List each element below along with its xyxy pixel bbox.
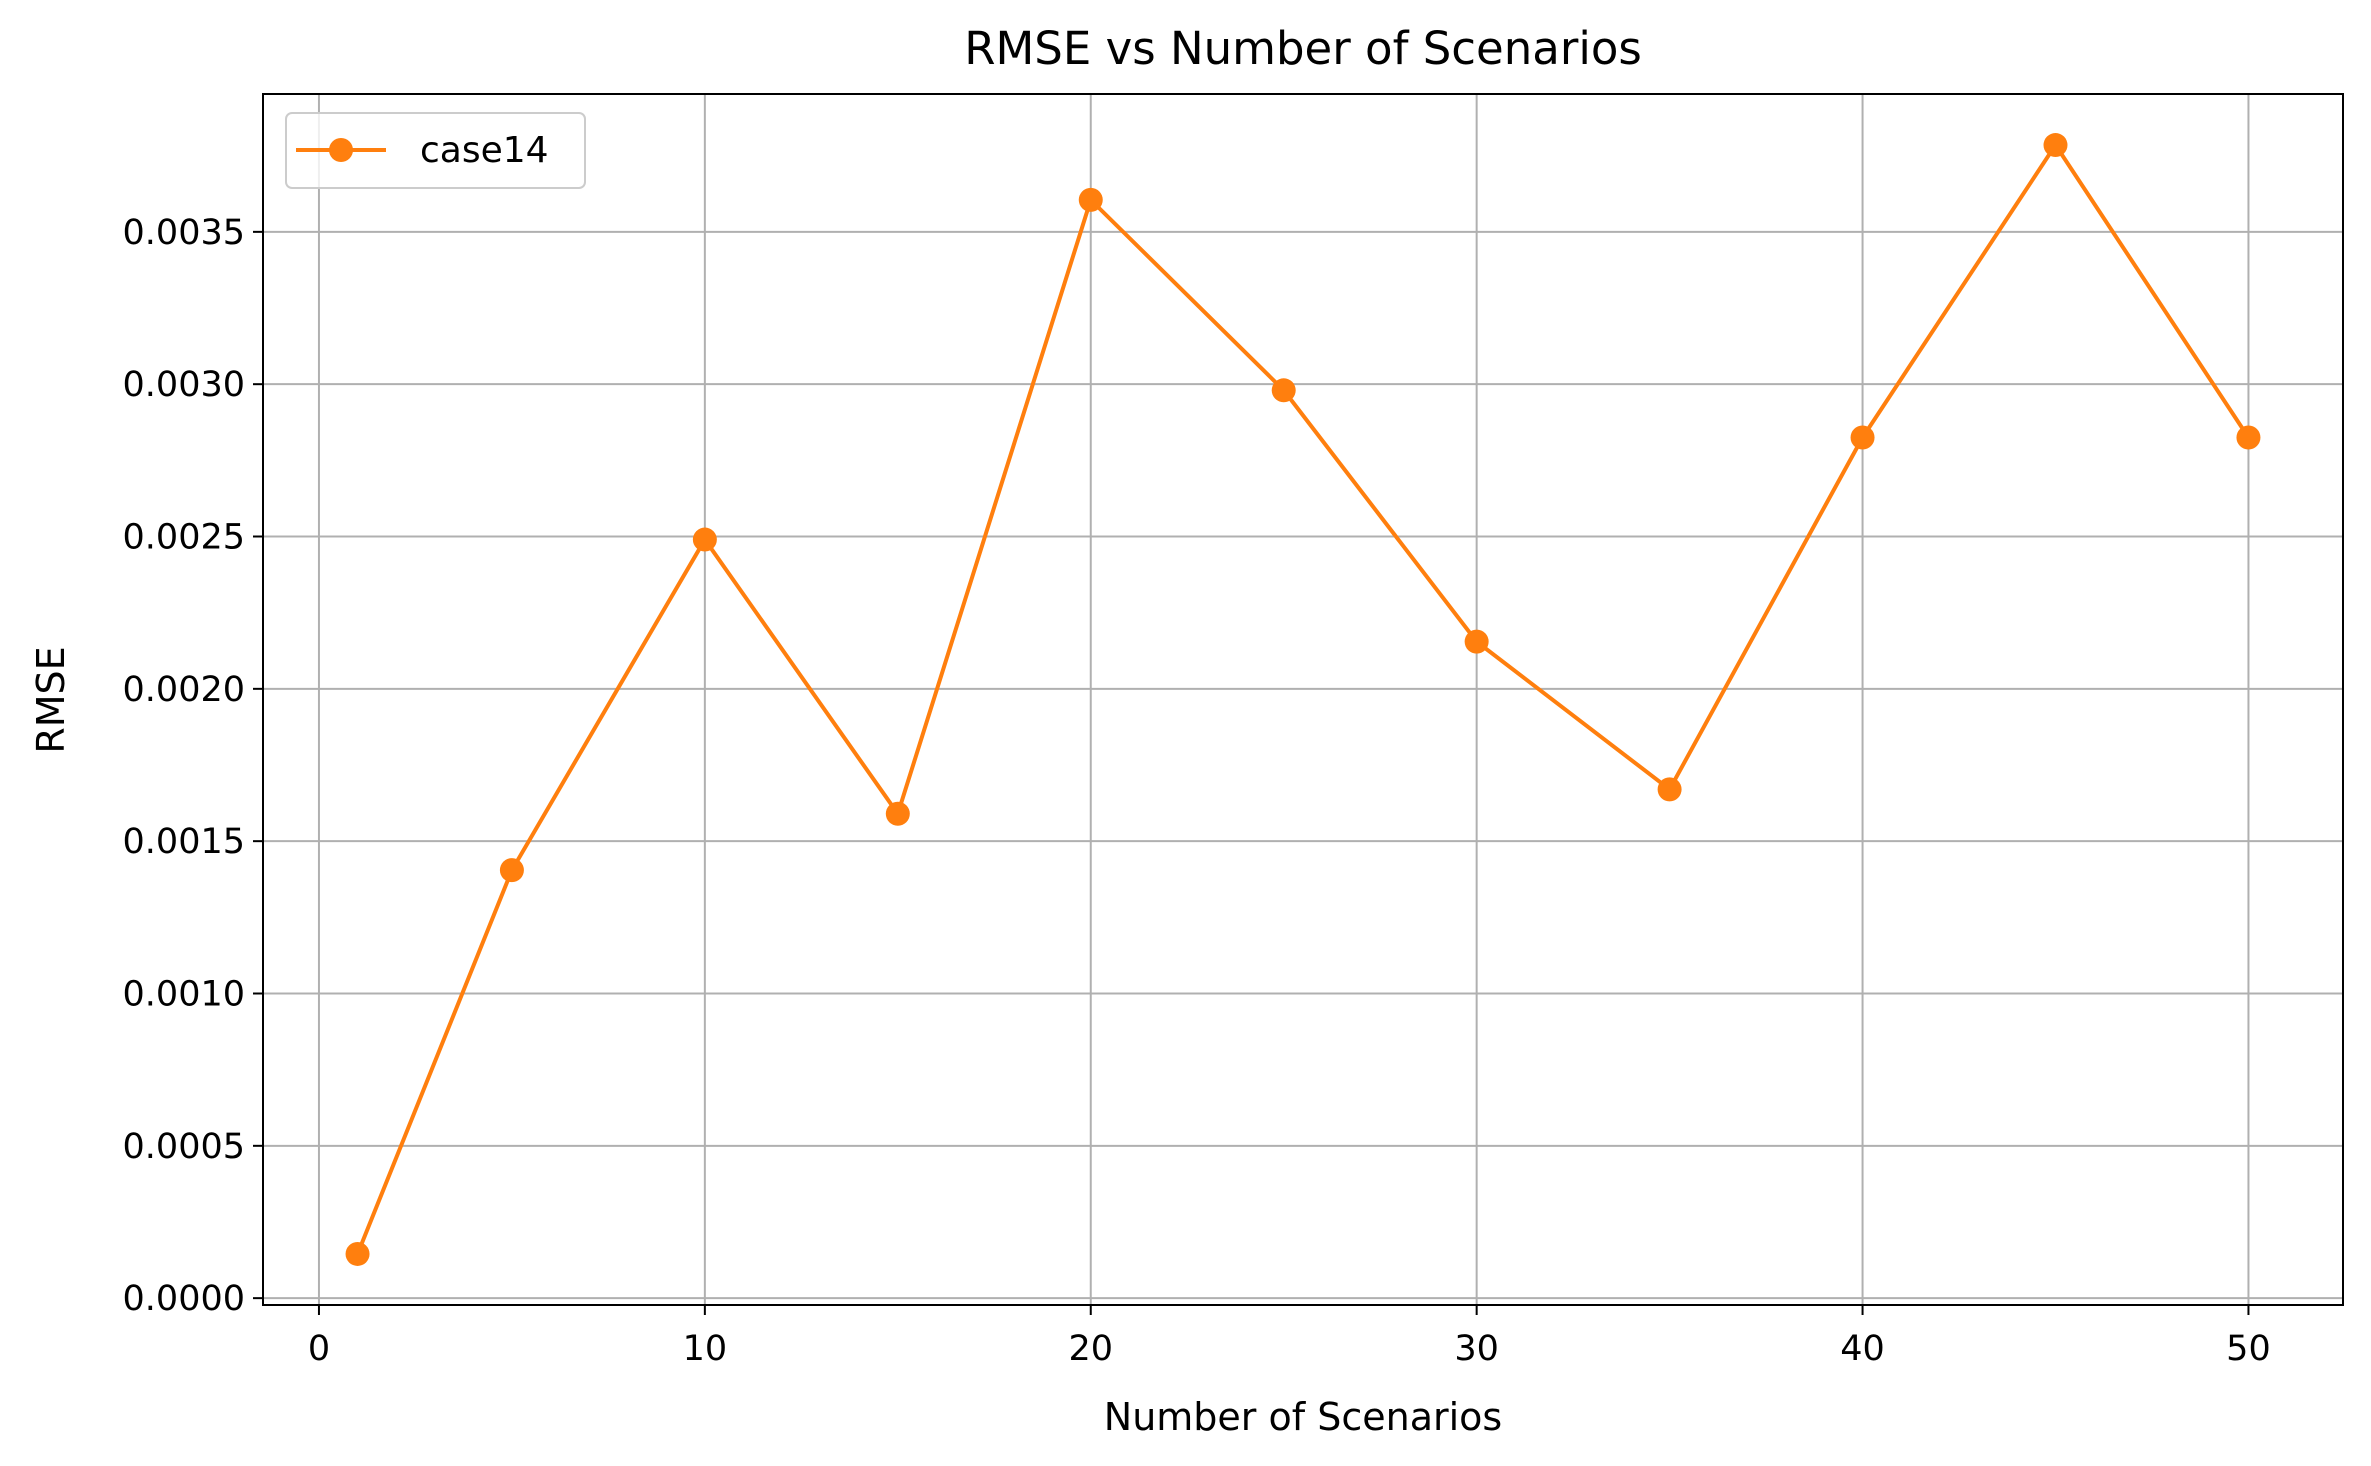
x-tick-label: 30 xyxy=(1454,1329,1499,1369)
data-point xyxy=(499,858,524,883)
y-tick-label: 0.0015 xyxy=(123,822,245,862)
data-point xyxy=(345,1241,370,1266)
y-tick-label: 0.0000 xyxy=(123,1279,245,1319)
data-point xyxy=(1464,629,1489,654)
series-layer xyxy=(345,133,2261,1266)
y-axis-ticks: 0.0000 0.0005 0.0010 0.0015 0.0020 0.0025 0.00… xyxy=(123,213,263,1319)
grid-layer xyxy=(263,94,2343,1305)
x-tick-label: 10 xyxy=(683,1329,728,1369)
y-axis-label: RMSE xyxy=(29,646,73,753)
y-tick-label: 0.0035 xyxy=(123,213,245,253)
x-axis-ticks: 0 10 20 30 40 50 xyxy=(308,1305,2271,1369)
y-tick-label: 0.0025 xyxy=(123,518,245,558)
x-tick-label: 40 xyxy=(1840,1329,1885,1369)
data-point xyxy=(2043,133,2068,158)
x-axis-label: Number of Scenarios xyxy=(1104,1395,1502,1439)
x-tick-label: 50 xyxy=(2226,1329,2271,1369)
plot-area-frame xyxy=(262,93,2344,1306)
chart-title: RMSE vs Number of Scenarios xyxy=(964,22,1642,75)
y-tick-label: 0.0010 xyxy=(123,974,245,1014)
legend-frame xyxy=(285,112,586,189)
data-point xyxy=(692,527,717,552)
data-point xyxy=(1078,187,1103,212)
data-point xyxy=(1850,425,1875,450)
y-tick-label: 0.0005 xyxy=(123,1127,245,1167)
data-point xyxy=(1271,378,1296,403)
y-tick-label: 0.0030 xyxy=(123,365,245,405)
legend: case14 xyxy=(285,112,586,189)
data-point xyxy=(2236,425,2261,450)
x-tick-label: 20 xyxy=(1068,1329,1113,1369)
data-point xyxy=(885,801,910,826)
x-tick-label: 0 xyxy=(308,1329,330,1369)
data-point xyxy=(1657,777,1682,802)
legend-label-case14: case14 xyxy=(420,130,549,171)
y-tick-label: 0.0020 xyxy=(123,670,245,710)
legend-marker-sample xyxy=(329,138,353,162)
